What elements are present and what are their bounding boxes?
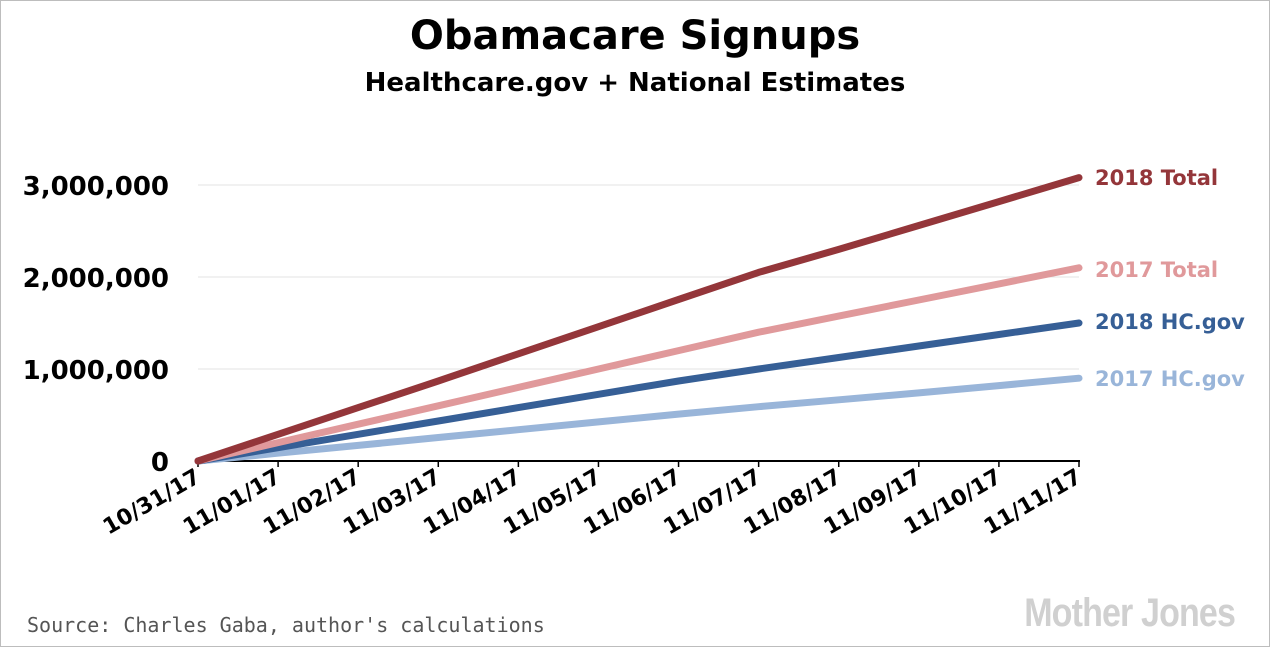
series-line-2018-total xyxy=(194,174,1083,465)
chart-title: Obamacare Signups xyxy=(409,13,861,59)
source-note: Source: Charles Gaba, author's calculati… xyxy=(27,613,545,637)
chart-subtitle: Healthcare.gov + National Estimates xyxy=(364,68,906,98)
series-label-2017-hc-gov: 2017 HC.gov xyxy=(1095,367,1245,391)
line-chart: 01,000,0002,000,0003,000,00010/31/1711/0… xyxy=(23,166,1246,540)
mother-jones-logo: Mother Jones xyxy=(1024,591,1236,635)
series-line-2017-total xyxy=(194,264,1083,465)
series-label-2018-hc-gov: 2018 HC.gov xyxy=(1095,310,1245,334)
series-line-2017-hc-gov xyxy=(194,374,1083,465)
y-tick-label: 3,000,000 xyxy=(23,172,169,202)
series-label-2017-total: 2017 Total xyxy=(1095,258,1218,282)
series-line-2018-hc-gov xyxy=(194,319,1083,465)
y-tick-label: 2,000,000 xyxy=(23,264,169,294)
series-label-2018-total: 2018 Total xyxy=(1095,166,1218,190)
y-tick-label: 0 xyxy=(151,448,169,478)
y-tick-label: 1,000,000 xyxy=(23,356,169,386)
